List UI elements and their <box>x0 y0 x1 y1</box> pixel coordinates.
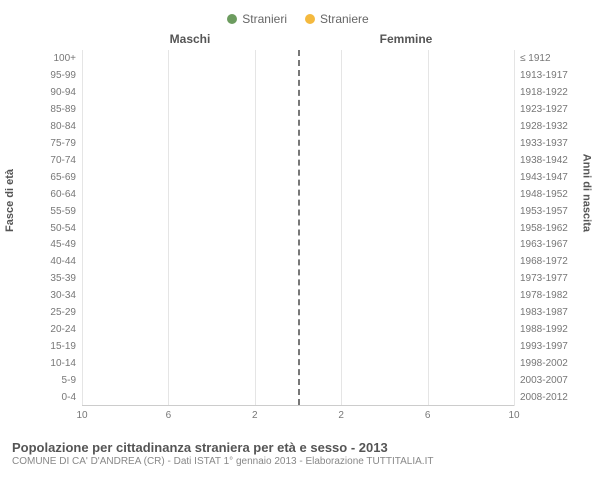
table-row <box>82 388 514 405</box>
age-label: 95-99 <box>14 67 76 84</box>
x-axis: 1062 2610 <box>82 410 514 424</box>
age-label: 40-44 <box>14 253 76 270</box>
age-label: 70-74 <box>14 152 76 169</box>
birth-label: 1933-1937 <box>520 135 582 152</box>
age-label: 10-14 <box>14 355 76 372</box>
table-row <box>82 304 514 321</box>
age-label: 90-94 <box>14 84 76 101</box>
x-axis-left: 1062 <box>82 410 298 424</box>
caption-title: Popolazione per cittadinanza straniera p… <box>12 440 584 455</box>
x-tick: 2 <box>252 410 258 421</box>
column-titles: Maschi Femmine <box>82 32 514 46</box>
age-label: 60-64 <box>14 186 76 203</box>
table-row <box>82 168 514 185</box>
age-label: 35-39 <box>14 270 76 287</box>
table-row <box>82 253 514 270</box>
age-label: 100+ <box>14 50 76 67</box>
birth-label: 1943-1947 <box>520 169 582 186</box>
chart-caption: Popolazione per cittadinanza straniera p… <box>12 440 584 467</box>
x-tick: 6 <box>425 410 431 421</box>
table-row <box>82 185 514 202</box>
age-label: 80-84 <box>14 118 76 135</box>
age-label: 25-29 <box>14 304 76 321</box>
birth-label: 1988-1992 <box>520 321 582 338</box>
table-row <box>82 354 514 371</box>
table-row <box>82 270 514 287</box>
birth-label: 2008-2012 <box>520 389 582 406</box>
table-row <box>82 219 514 236</box>
age-label: 65-69 <box>14 169 76 186</box>
age-label: 75-79 <box>14 135 76 152</box>
legend-item-female: Straniere <box>305 12 369 26</box>
table-row <box>82 84 514 101</box>
birth-label: 2003-2007 <box>520 372 582 389</box>
table-row <box>82 50 514 67</box>
table-row <box>82 67 514 84</box>
legend-item-male: Stranieri <box>227 12 287 26</box>
birth-label: 1913-1917 <box>520 67 582 84</box>
table-row <box>82 371 514 388</box>
x-tick: 2 <box>338 410 344 421</box>
pyramid-chart: Maschi Femmine Fasce di età Anni di nasc… <box>12 32 584 432</box>
x-tick: 6 <box>166 410 172 421</box>
legend-label: Straniere <box>320 12 369 26</box>
legend: Stranieri Straniere <box>12 12 584 26</box>
dot-icon <box>227 14 237 24</box>
age-label: 20-24 <box>14 321 76 338</box>
table-row <box>82 321 514 338</box>
birth-label: 1958-1962 <box>520 220 582 237</box>
y-labels-right: ≤ 19121913-19171918-19221923-19271928-19… <box>520 50 582 406</box>
birth-label: 1983-1987 <box>520 304 582 321</box>
age-label: 5-9 <box>14 372 76 389</box>
birth-label: 1978-1982 <box>520 287 582 304</box>
birth-label: 1973-1977 <box>520 270 582 287</box>
chart-rows <box>82 50 514 406</box>
age-label: 55-59 <box>14 203 76 220</box>
birth-label: ≤ 1912 <box>520 50 582 67</box>
caption-subtitle: COMUNE DI CA' D'ANDREA (CR) - Dati ISTAT… <box>12 456 584 467</box>
table-row <box>82 287 514 304</box>
y-labels-left: 100+95-9990-9485-8980-8475-7970-7465-696… <box>14 50 76 406</box>
birth-label: 1938-1942 <box>520 152 582 169</box>
age-label: 85-89 <box>14 101 76 118</box>
age-label: 15-19 <box>14 338 76 355</box>
table-row <box>82 135 514 152</box>
birth-label: 1918-1922 <box>520 84 582 101</box>
birth-label: 1948-1952 <box>520 186 582 203</box>
birth-label: 1953-1957 <box>520 203 582 220</box>
table-row <box>82 118 514 135</box>
birth-label: 1998-2002 <box>520 355 582 372</box>
birth-label: 1968-1972 <box>520 253 582 270</box>
x-tick: 10 <box>76 410 87 421</box>
x-axis-right: 2610 <box>298 410 514 424</box>
age-label: 45-49 <box>14 236 76 253</box>
x-tick: 10 <box>508 410 519 421</box>
column-title-left: Maschi <box>82 32 298 46</box>
birth-label: 1993-1997 <box>520 338 582 355</box>
legend-label: Stranieri <box>242 12 287 26</box>
birth-label: 1928-1932 <box>520 118 582 135</box>
age-label: 0-4 <box>14 389 76 406</box>
table-row <box>82 337 514 354</box>
table-row <box>82 236 514 253</box>
birth-label: 1923-1927 <box>520 101 582 118</box>
dot-icon <box>305 14 315 24</box>
age-label: 50-54 <box>14 220 76 237</box>
table-row <box>82 151 514 168</box>
age-label: 30-34 <box>14 287 76 304</box>
table-row <box>82 202 514 219</box>
column-title-right: Femmine <box>298 32 514 46</box>
birth-label: 1963-1967 <box>520 236 582 253</box>
table-row <box>82 101 514 118</box>
